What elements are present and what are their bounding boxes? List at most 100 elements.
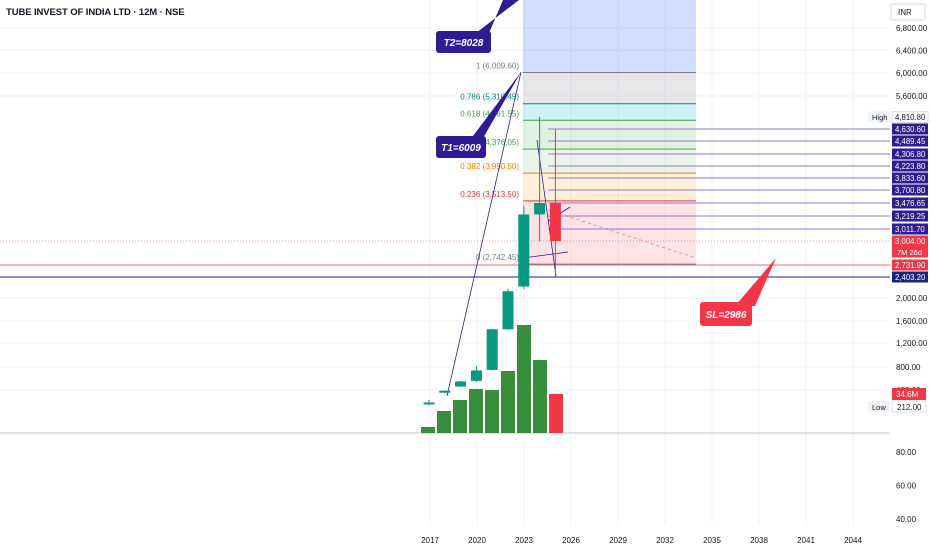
volume-bar bbox=[469, 389, 483, 433]
sl-callout-label: SL=2986 bbox=[706, 310, 747, 321]
price-marker-label: 4,810.80 bbox=[895, 113, 926, 122]
candle-body bbox=[549, 203, 561, 241]
price-marker-box bbox=[892, 223, 928, 235]
low-marker-box bbox=[891, 400, 927, 413]
price-axis: INR 6,800.00 6,400.00 6,000.00 5,600.00 2,000… bbox=[868, 0, 932, 550]
price-marker-box bbox=[892, 271, 928, 283]
sl-callout: SL=2986 bbox=[700, 258, 776, 326]
fib-extension-zone bbox=[523, 0, 696, 73]
price-marker-label: 3,476.65 bbox=[895, 199, 926, 208]
time-tick-label: 2032 bbox=[656, 536, 674, 545]
price-marker-box bbox=[891, 111, 929, 123]
fib-retracement: 1 (6,009.60)0.786 (5,310.45)0.618 (4,761… bbox=[460, 0, 696, 265]
volume-bars bbox=[421, 325, 563, 433]
price-tick-label: 6,000.00 bbox=[896, 69, 928, 78]
sl-callout-box bbox=[700, 302, 752, 326]
price-marker-label: 3,011.70 bbox=[895, 225, 925, 234]
trend-line bbox=[536, 139, 557, 277]
fib-zone bbox=[523, 72, 696, 104]
price-marker-label: 2,403.20 bbox=[895, 273, 926, 282]
t2-callout-box bbox=[436, 31, 491, 53]
price-marker-box bbox=[892, 210, 928, 222]
fib-level-label: 0.786 (5,310.45) bbox=[460, 93, 519, 102]
time-tick-label: 2041 bbox=[797, 536, 815, 545]
t2-callout: T2=8028 bbox=[436, 0, 519, 53]
price-marker-label: 4,489.45 bbox=[895, 137, 926, 146]
price-tick-label: 1,200.00 bbox=[896, 339, 928, 348]
price-marker-box bbox=[892, 235, 928, 258]
currency-box bbox=[890, 3, 926, 21]
price-marker-label: 4,306.80 bbox=[895, 150, 926, 159]
trend-line bbox=[522, 251, 569, 259]
fib-zone bbox=[523, 149, 696, 174]
price-marker-caption-box bbox=[868, 111, 890, 123]
candle-body bbox=[502, 291, 514, 330]
candle-body bbox=[534, 203, 546, 215]
price-tick-label: 1,600.00 bbox=[896, 317, 928, 326]
price-marker-box bbox=[892, 259, 928, 271]
candle-body bbox=[455, 381, 467, 387]
price-marker-label: 3,833.60 bbox=[895, 174, 926, 183]
time-tick-label: 2020 bbox=[468, 536, 486, 545]
candle-body bbox=[439, 390, 451, 393]
time-tick-label: 2044 bbox=[844, 536, 862, 545]
price-marker-box bbox=[892, 135, 928, 147]
volume-bar bbox=[517, 325, 531, 433]
sl-callout-tail bbox=[735, 258, 776, 306]
time-tick-label: 2035 bbox=[703, 536, 721, 545]
low-marker-label: 212.00 bbox=[897, 403, 922, 412]
volume-bar bbox=[549, 394, 563, 433]
price-tick-label: 6,400.00 bbox=[896, 47, 928, 56]
volume-bar bbox=[437, 411, 451, 433]
t1-callout-box bbox=[436, 136, 486, 158]
fib-level-label: 0.382 (3,990.50) bbox=[460, 162, 519, 171]
price-marker-box bbox=[892, 184, 928, 196]
fib-zone bbox=[523, 103, 696, 121]
price-tick-label: 80.00 bbox=[896, 448, 917, 457]
time-axis: 2017 2020 2023 2026 2029 2032 2035 2038 2041 2044 bbox=[421, 536, 862, 545]
chart-title: TUBE INVEST OF INDIA LTD · 12M · NSE bbox=[6, 7, 185, 18]
low-caption-box bbox=[868, 401, 890, 412]
volume-bar bbox=[453, 400, 467, 433]
time-tick-label: 2017 bbox=[421, 536, 439, 545]
fib-level-label: 1 (6,009.60) bbox=[476, 61, 519, 70]
t1-callout: T1=6009 bbox=[436, 72, 521, 158]
volume-bar bbox=[485, 390, 499, 433]
price-marker-box bbox=[892, 160, 928, 172]
time-tick-label: 2038 bbox=[750, 536, 768, 545]
fib-zone bbox=[523, 173, 696, 201]
low-caption: Low bbox=[872, 403, 886, 412]
t1-callout-label: T1=6009 bbox=[441, 143, 481, 154]
price-marker-caption: High bbox=[872, 113, 887, 122]
t2-callout-label: T2=8028 bbox=[444, 38, 484, 49]
grid bbox=[0, 0, 890, 525]
price-tick-label: 2,000.00 bbox=[896, 294, 928, 303]
price-marker-label: 4,630.60 bbox=[895, 125, 926, 134]
fib-zone bbox=[523, 120, 696, 150]
volume-badge-box bbox=[892, 388, 926, 400]
price-tick-label: 5,600.00 bbox=[896, 92, 928, 101]
price-marker-label: 4,223.80 bbox=[895, 162, 926, 171]
price-marker-label: 3,004.00 bbox=[895, 237, 926, 246]
candle-body bbox=[486, 329, 498, 370]
price-marker-label: 3,219.25 bbox=[895, 212, 926, 221]
price-tick-label: 40.00 bbox=[896, 515, 917, 524]
currency-label: INR bbox=[898, 8, 912, 17]
volume-bar bbox=[501, 371, 515, 433]
price-marker-box bbox=[892, 148, 928, 160]
candles bbox=[423, 117, 561, 406]
volume-badge: 34.6M bbox=[896, 390, 919, 399]
volume-bar bbox=[421, 427, 435, 433]
price-marker-box bbox=[892, 123, 928, 135]
candle-body bbox=[518, 214, 530, 287]
time-tick-label: 2023 bbox=[515, 536, 533, 545]
fib-level-label: 0 (2,742.45) bbox=[476, 253, 519, 262]
price-tick-label: 6,800.00 bbox=[896, 24, 928, 33]
price-marker-label: 3,700.80 bbox=[895, 186, 926, 195]
price-tick-label: 800.00 bbox=[896, 363, 921, 372]
t2-callout-tail bbox=[476, 0, 519, 33]
time-tick-label: 2029 bbox=[609, 536, 627, 545]
fib-level-label: 0.236 (3,513.50) bbox=[460, 190, 519, 199]
